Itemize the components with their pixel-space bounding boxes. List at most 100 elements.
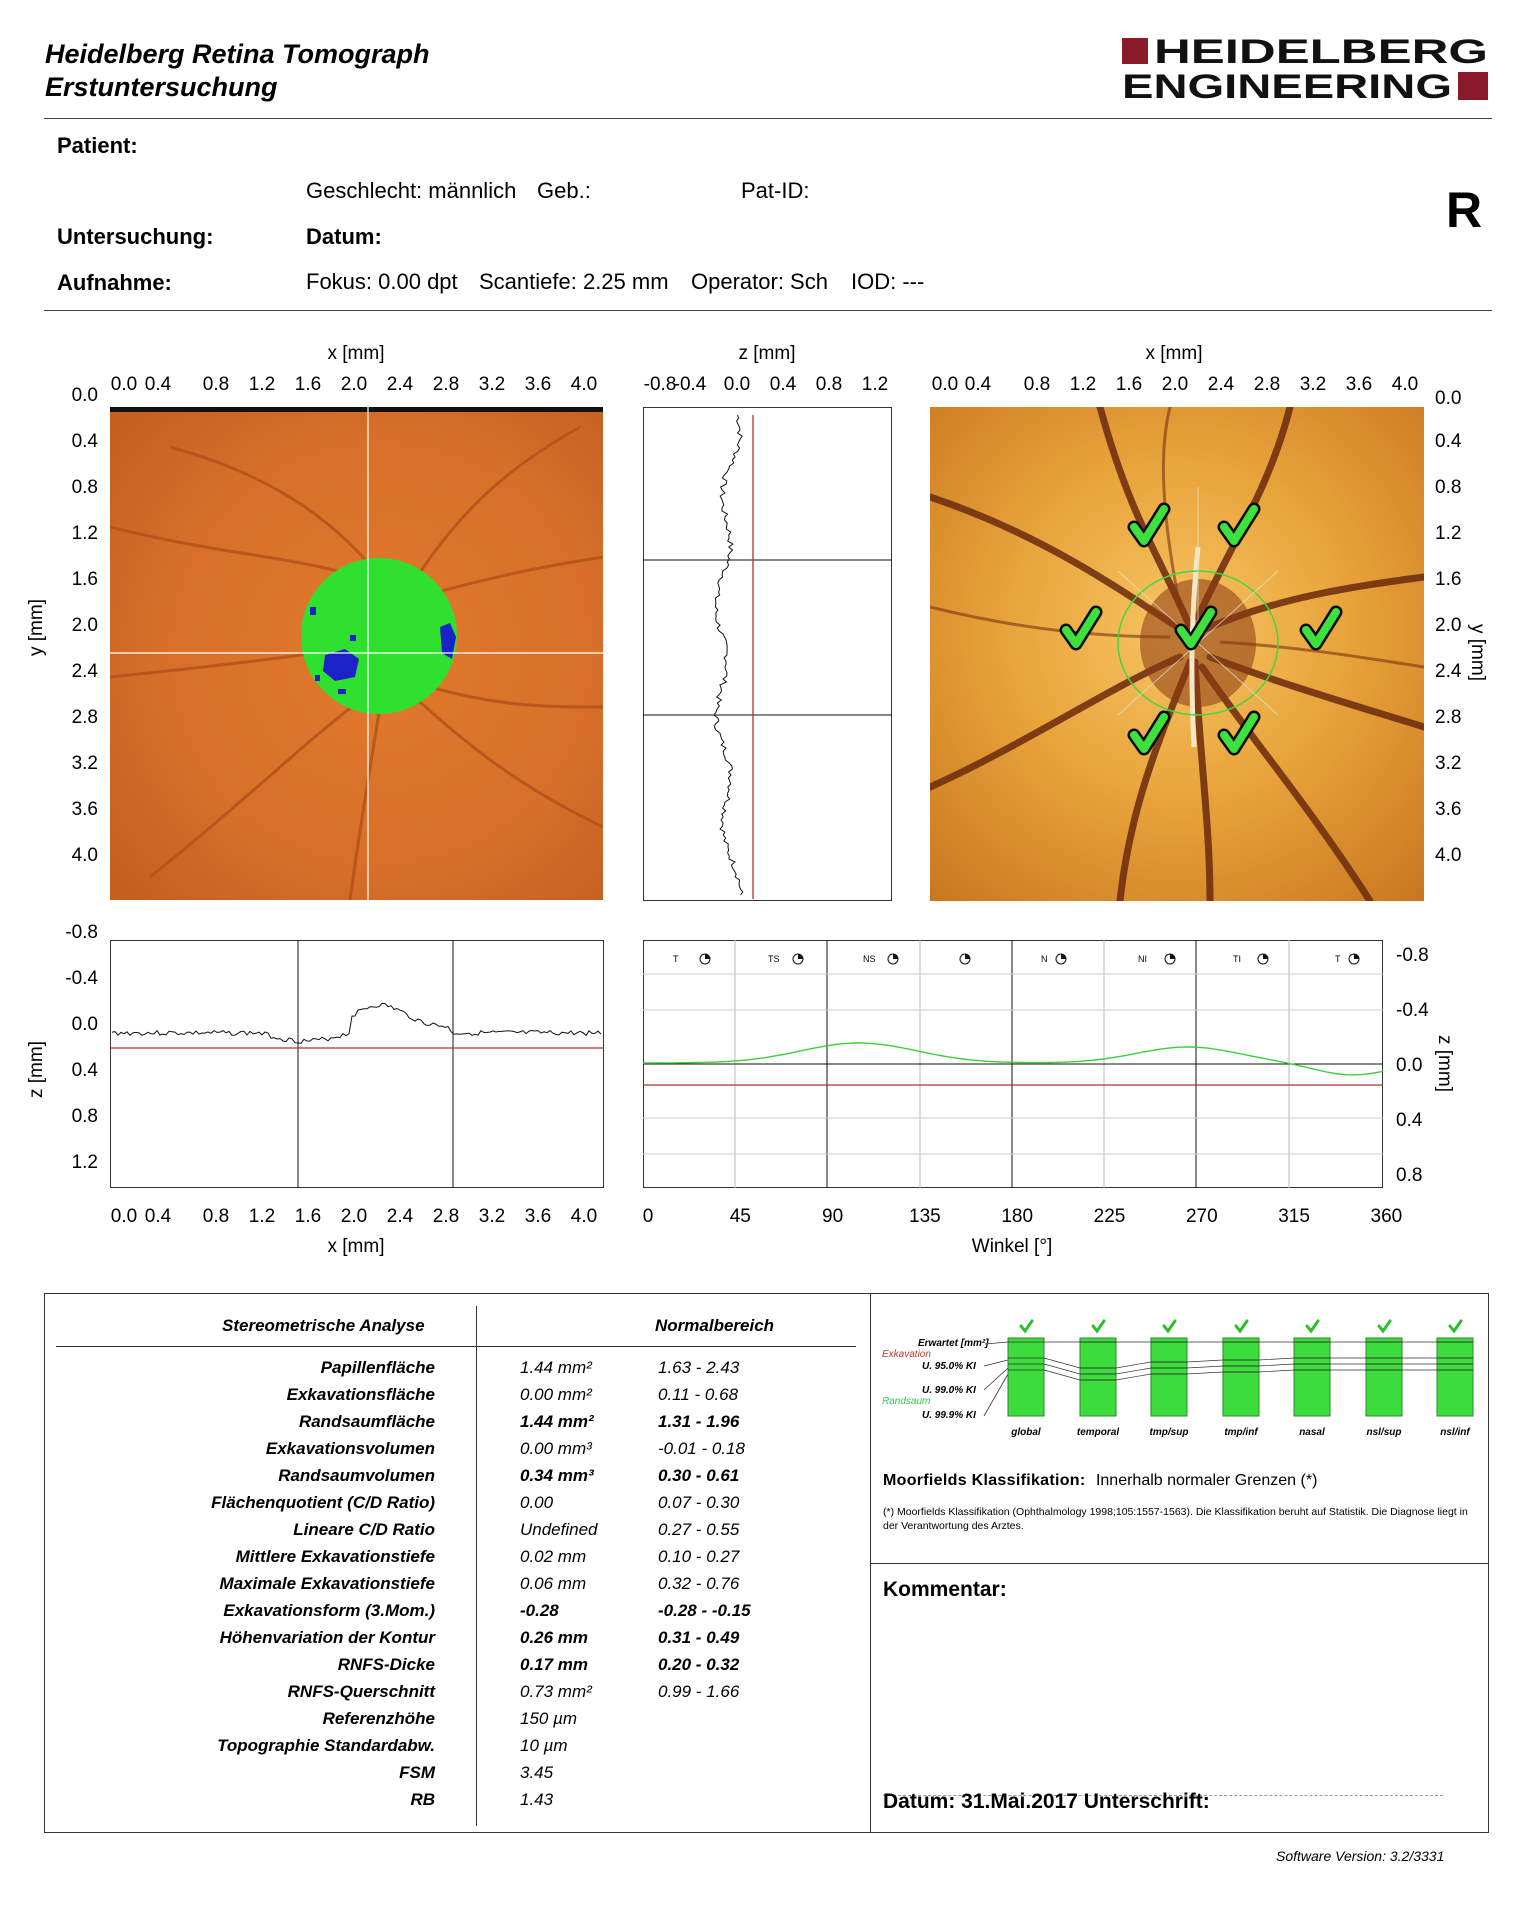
y-tick-right: 3.6 xyxy=(1435,799,1462,820)
x-tick-top-left: 2.4 xyxy=(386,374,414,395)
y-tick-left: 2.0 xyxy=(71,615,98,636)
focus-field: Fokus: 0.00 dpt xyxy=(306,269,458,294)
y-tick-left: 3.6 xyxy=(71,799,98,820)
y-tick-left: 1.2 xyxy=(71,523,98,544)
check-icon xyxy=(1448,1319,1463,1334)
moorfields-sector-label: tmp/inf xyxy=(1224,1427,1259,1438)
x-tick-bottom-left: 0.0 xyxy=(110,1206,138,1227)
x-tick-top-right: 2.0 xyxy=(1161,374,1189,395)
x-tick-top-right: 3.2 xyxy=(1299,374,1327,395)
z-tick-right: -0.4 xyxy=(1396,1000,1429,1021)
z-tick-top: 0.4 xyxy=(769,374,797,395)
stereo-param-range: 0.30 - 0.61 xyxy=(658,1466,740,1485)
x-tick-top-left: 2.8 xyxy=(432,374,460,395)
check-icon xyxy=(1220,505,1258,545)
moorfields-label: Moorfields Klassifikation: xyxy=(883,1472,1086,1489)
y-axis-label-left: y [mm] xyxy=(26,599,47,656)
moorfields-bar xyxy=(1079,1337,1117,1417)
check-icon xyxy=(1062,608,1100,648)
comment-label: Kommentar: xyxy=(883,1578,1007,1601)
z-tick-top: -0.8 xyxy=(643,374,677,395)
stereo-param-range: -0.28 - -0.15 xyxy=(658,1601,751,1620)
stereo-param-value: 150 µm xyxy=(520,1709,578,1728)
signature-line: Datum: 31.Mai.2017 Unterschrift: xyxy=(883,1790,1210,1813)
sector-label: NS xyxy=(863,954,876,964)
sector-label: TI xyxy=(1233,954,1241,964)
y-axis-label-right: y [mm] xyxy=(1467,624,1488,681)
angle-axis-label: Winkel [°] xyxy=(971,1236,1053,1257)
z-tick-top: 1.2 xyxy=(861,374,889,395)
y-tick-left: 0.4 xyxy=(71,431,98,452)
stereo-param-value: 3.45 xyxy=(520,1763,554,1782)
stereo-param-name: Maximale Exkavationstiefe xyxy=(219,1574,435,1593)
x-axis-label-bottom: x [mm] xyxy=(327,1236,385,1257)
x-tick-bottom-left: 1.6 xyxy=(294,1206,322,1227)
report-title: Heidelberg Retina Tomograph xyxy=(45,39,430,69)
moorfields-bar xyxy=(1150,1337,1188,1417)
stereo-param-range: 1.63 - 2.43 xyxy=(658,1358,740,1377)
y-tick-left: 2.4 xyxy=(71,661,98,682)
logo-line-2: ENGINEERING xyxy=(1122,68,1452,102)
x-tick-top-left: 4.0 xyxy=(570,374,598,395)
stereo-param-range: 0.27 - 0.55 xyxy=(658,1520,740,1539)
moorfields-sector-label: temporal xyxy=(1077,1427,1119,1438)
stereo-param-name: Exkavationsform (3.Mom.) xyxy=(223,1601,435,1620)
vertical-profile-plot[interactable] xyxy=(643,407,892,901)
stereo-param-range: 1.31 - 1.96 xyxy=(658,1412,740,1431)
stereo-param-value: -0.28 xyxy=(520,1601,559,1620)
check-icon xyxy=(1220,713,1258,753)
x-tick-top-left: 1.6 xyxy=(294,374,322,395)
stereo-param-value: 0.06 mm xyxy=(520,1574,587,1593)
sex-field: Geschlecht: männlich xyxy=(306,178,517,203)
legend-ci95: U. 95.0% KI xyxy=(922,1361,976,1372)
x-tick-bottom-left: 1.2 xyxy=(248,1206,276,1227)
legend-ci999: U. 99.9% KI xyxy=(922,1410,976,1421)
y-tick-right: 2.0 xyxy=(1435,615,1462,636)
stereo-param-name: Mittlere Exkavationstiefe xyxy=(235,1547,435,1566)
z-tick-left: 0.8 xyxy=(71,1106,98,1127)
patient-id-label: Pat-ID: xyxy=(741,178,810,203)
scan-depth-field: Scantiefe: 2.25 mm xyxy=(479,269,669,294)
stereo-param-range: 0.99 - 1.66 xyxy=(658,1682,740,1701)
moorfields-classification: Moorfields Klassifikation: Innerhalb nor… xyxy=(883,1472,1317,1490)
stereo-param-value: 0.02 mm xyxy=(520,1547,587,1566)
angle-tick: 315 xyxy=(1278,1206,1310,1227)
topography-image[interactable] xyxy=(109,407,604,901)
z-tick-right: 0.0 xyxy=(1396,1055,1423,1076)
stereo-param-range: 0.11 - 0.68 xyxy=(658,1385,739,1404)
stereo-param-range: -0.01 - 0.18 xyxy=(658,1439,745,1458)
stereo-param-value: Undefined xyxy=(520,1520,598,1539)
x-tick-top-right: 1.6 xyxy=(1115,374,1143,395)
moorfields-bar xyxy=(1436,1337,1474,1417)
moorfields-bar xyxy=(1293,1337,1331,1417)
y-tick-right: 3.2 xyxy=(1435,753,1462,774)
contour-angle-plot[interactable]: T TS NS N NI TI T xyxy=(643,940,1384,1188)
sector-label: T xyxy=(1335,954,1341,964)
iod-field: IOD: --- xyxy=(851,269,925,294)
moorfields-sector-label: global xyxy=(1010,1427,1041,1438)
stereo-param-name: Randsaumfläche xyxy=(298,1412,435,1431)
stereo-param-name: RNFS-Querschnitt xyxy=(287,1682,435,1701)
x-tick-top-right: 2.4 xyxy=(1207,374,1235,395)
exam-label: Untersuchung: xyxy=(57,224,214,249)
moorfields-chart: Erwartet [mm²] Exkavation U. 95.0% KI U.… xyxy=(878,1300,1488,1450)
z-tick-left: 1.2 xyxy=(71,1152,98,1173)
check-icon xyxy=(1305,1319,1320,1334)
stereo-param-value: 0.26 mm xyxy=(520,1628,589,1647)
stereo-param-value: 10 µm xyxy=(520,1736,568,1755)
moorfields-bar xyxy=(1222,1337,1260,1417)
x-tick-top-left: 3.6 xyxy=(524,374,552,395)
date-label: Datum: xyxy=(306,224,382,249)
x-tick-bottom-left: 2.8 xyxy=(432,1206,460,1227)
horizontal-profile-plot[interactable] xyxy=(110,940,604,1188)
moorfields-sector-label: nsl/sup xyxy=(1366,1427,1401,1438)
check-icon xyxy=(1302,608,1340,648)
reflectance-image[interactable] xyxy=(926,403,1428,905)
legend-ci99: U. 99.0% KI xyxy=(922,1385,976,1396)
report-subtitle: Erstuntersuchung xyxy=(45,72,278,102)
stereo-header: Stereometrische Analyse xyxy=(222,1316,425,1335)
dob-label: Geb.: xyxy=(537,178,591,203)
patient-label: Patient: xyxy=(57,133,138,158)
sector-label: TS xyxy=(768,954,780,964)
z-tick-top: -0.4 xyxy=(673,374,707,395)
